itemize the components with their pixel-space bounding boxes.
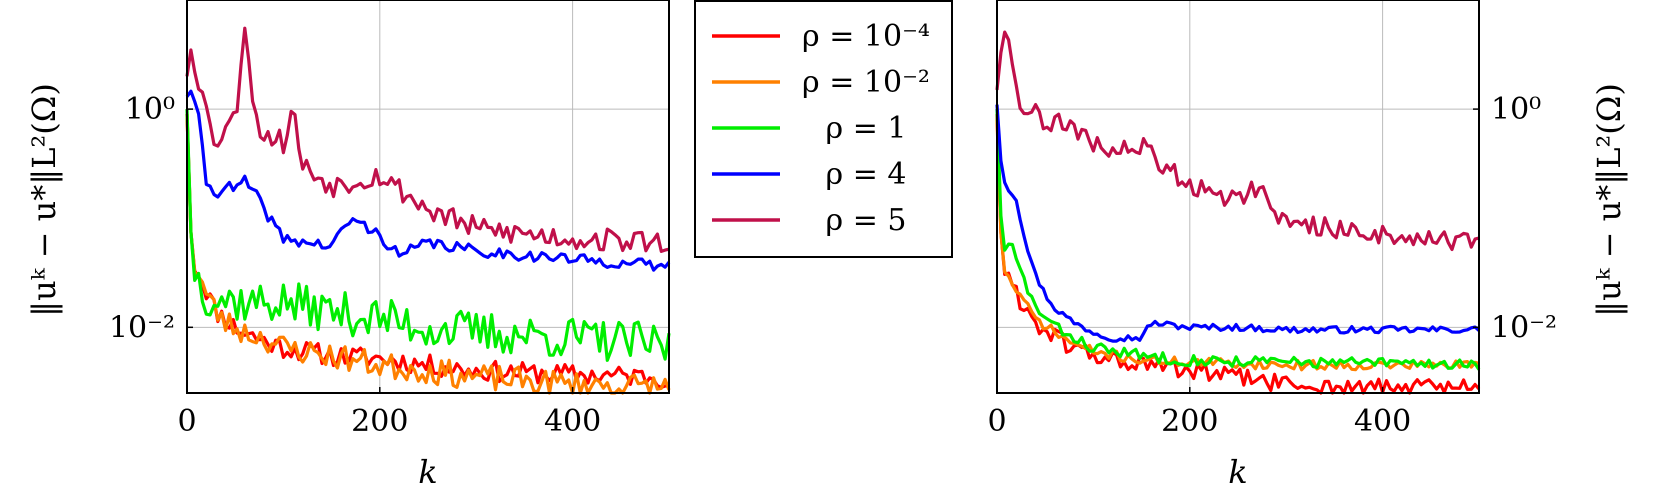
legend-label-2: ρ = 1: [826, 111, 907, 146]
left-plot: 0 200 400 10⁰ 10⁻² k ‖uᵏ − u*‖L²(Ω): [25, 0, 671, 491]
left-series-line-2: [185, 109, 671, 362]
right-y-axis-label: ‖uᵏ − u*‖L²(Ω): [1590, 83, 1628, 317]
right-series-line-3: [995, 104, 1481, 343]
legend-label-0: ρ = 10⁻⁴: [802, 19, 930, 54]
left-series-line-0: [185, 114, 670, 389]
legend-label-4: ρ = 5: [826, 203, 907, 238]
right-x-tick-label: 400: [1354, 404, 1411, 439]
left-x-tick-label: 0: [177, 404, 196, 439]
left-plot-frame: [186, 0, 670, 394]
left-x-axis-label: k: [418, 453, 437, 491]
right-series-line-4: [995, 30, 1480, 252]
legend-label-1: ρ = 10⁻²: [802, 65, 930, 100]
right-ticks: 0 200 400 10⁰ 10⁻²: [987, 92, 1557, 439]
right-y-tick-label: 10⁻²: [1491, 310, 1557, 345]
right-x-tick-label: 200: [1161, 404, 1218, 439]
right-plot-frame: [996, 0, 1480, 394]
left-y-tick-label: 10⁰: [125, 92, 175, 127]
left-y-tick-label: 10⁻²: [109, 310, 175, 345]
right-plot: 0 200 400 10⁰ 10⁻² k ‖uᵏ − u*‖L²(Ω): [987, 0, 1628, 491]
right-series-line-2: [995, 109, 1481, 371]
left-x-tick-label: 200: [351, 404, 408, 439]
left-x-tick-label: 400: [544, 404, 601, 439]
left-series-line-3: [185, 89, 671, 272]
left-ticks: 0 200 400 10⁰ 10⁻²: [109, 92, 601, 439]
left-series-line-4: [185, 26, 670, 253]
right-x-tick-label: 0: [987, 404, 1006, 439]
right-x-axis-label: k: [1228, 453, 1247, 491]
legend: ρ = 10⁻⁴ ρ = 10⁻² ρ = 1 ρ = 4 ρ = 5: [694, 0, 953, 258]
left-series-line-1: [185, 114, 671, 395]
right-series-group: [995, 30, 1481, 395]
legend-label-3: ρ = 4: [826, 157, 907, 192]
left-y-axis-label: ‖uᵏ − u*‖L²(Ω): [25, 83, 63, 317]
right-y-tick-label: 10⁰: [1491, 92, 1541, 127]
left-series-group: [185, 26, 671, 395]
